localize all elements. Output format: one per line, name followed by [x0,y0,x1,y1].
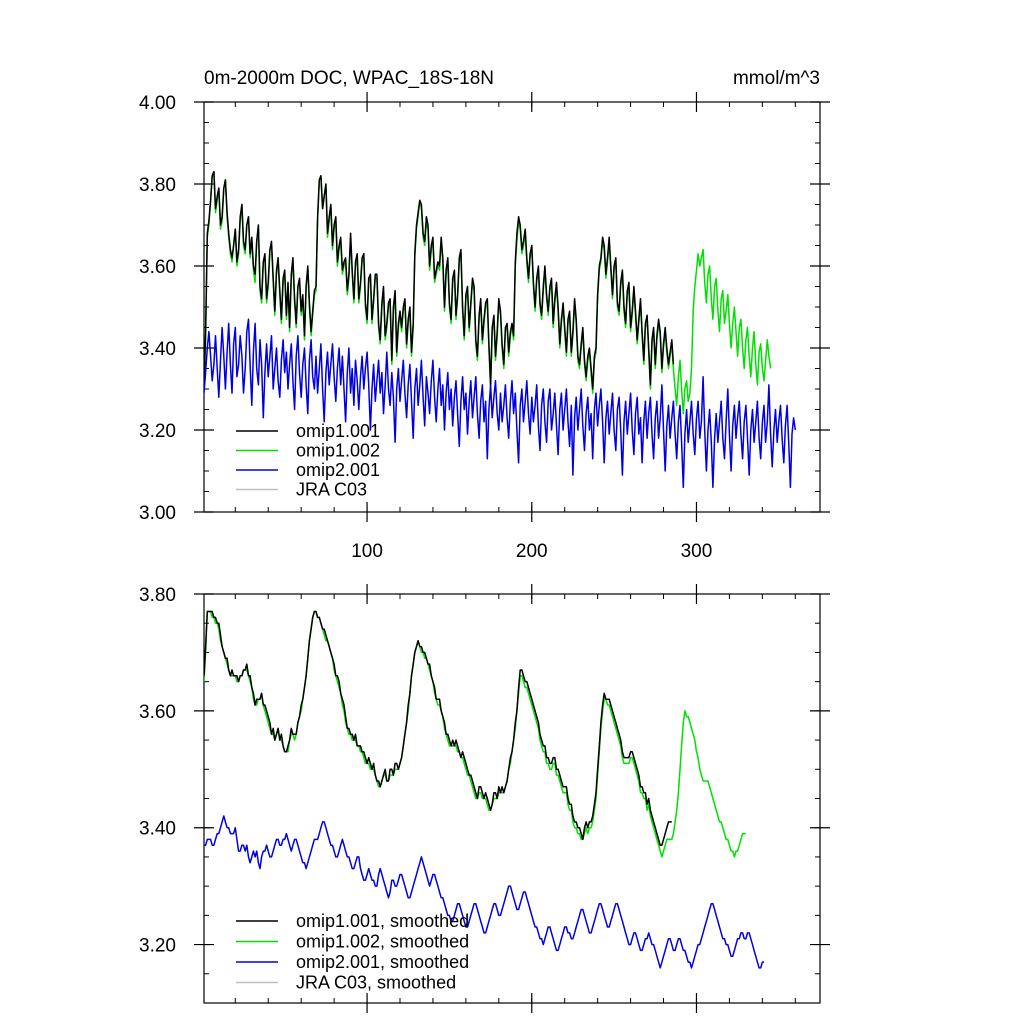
y-tick-label: 3.40 [139,819,176,840]
legend-label: JRA C03, smoothed [296,973,456,993]
y-tick-label: 4.00 [139,93,176,114]
y-tick-label: 3.60 [139,257,176,278]
series-line-omip1-002-smoothed [204,610,746,858]
y-tick-label: 3.60 [139,702,176,723]
legend-label: omip1.001, smoothed [296,911,469,931]
y-tick-label: 3.20 [139,936,176,957]
x-tick-label: 300 [681,541,713,562]
chart-units: mmol/m^3 [733,68,820,89]
legend-label: omip2.001 [296,460,380,480]
y-tick-label: 3.20 [139,421,176,442]
y-tick-label: 3.00 [139,503,176,524]
x-tick-label: 200 [516,541,548,562]
legend-label: omip1.002, smoothed [296,932,469,952]
y-tick-label: 3.80 [139,175,176,196]
chart-panel-2: 3.20 3.40 3.60 3.80 omip1.001, smoothedomip1… [139,584,830,1013]
series-line-omip1-001-smoothed [204,610,672,846]
chart-panel-1: 3.00 3.20 3.40 3.60 3.80 4.00 100 200 300 0m-2000… [139,68,830,562]
legend-label: omip1.001 [296,421,380,441]
legend-label: omip1.002 [296,441,380,461]
series-line-omip2-001 [204,318,797,489]
chart-title: 0m-2000m DOC, WPAC_18S-18N [204,68,494,89]
y-tick-label: 3.40 [139,339,176,360]
y-tick-label: 3.80 [139,585,176,606]
x-tick-label: 100 [351,541,383,562]
series-line-omip1-001 [204,170,675,390]
series-line-omip2-001-smoothed [204,815,764,969]
legend-label: omip2.001, smoothed [296,952,469,972]
legend-label: JRA C03 [296,480,367,500]
